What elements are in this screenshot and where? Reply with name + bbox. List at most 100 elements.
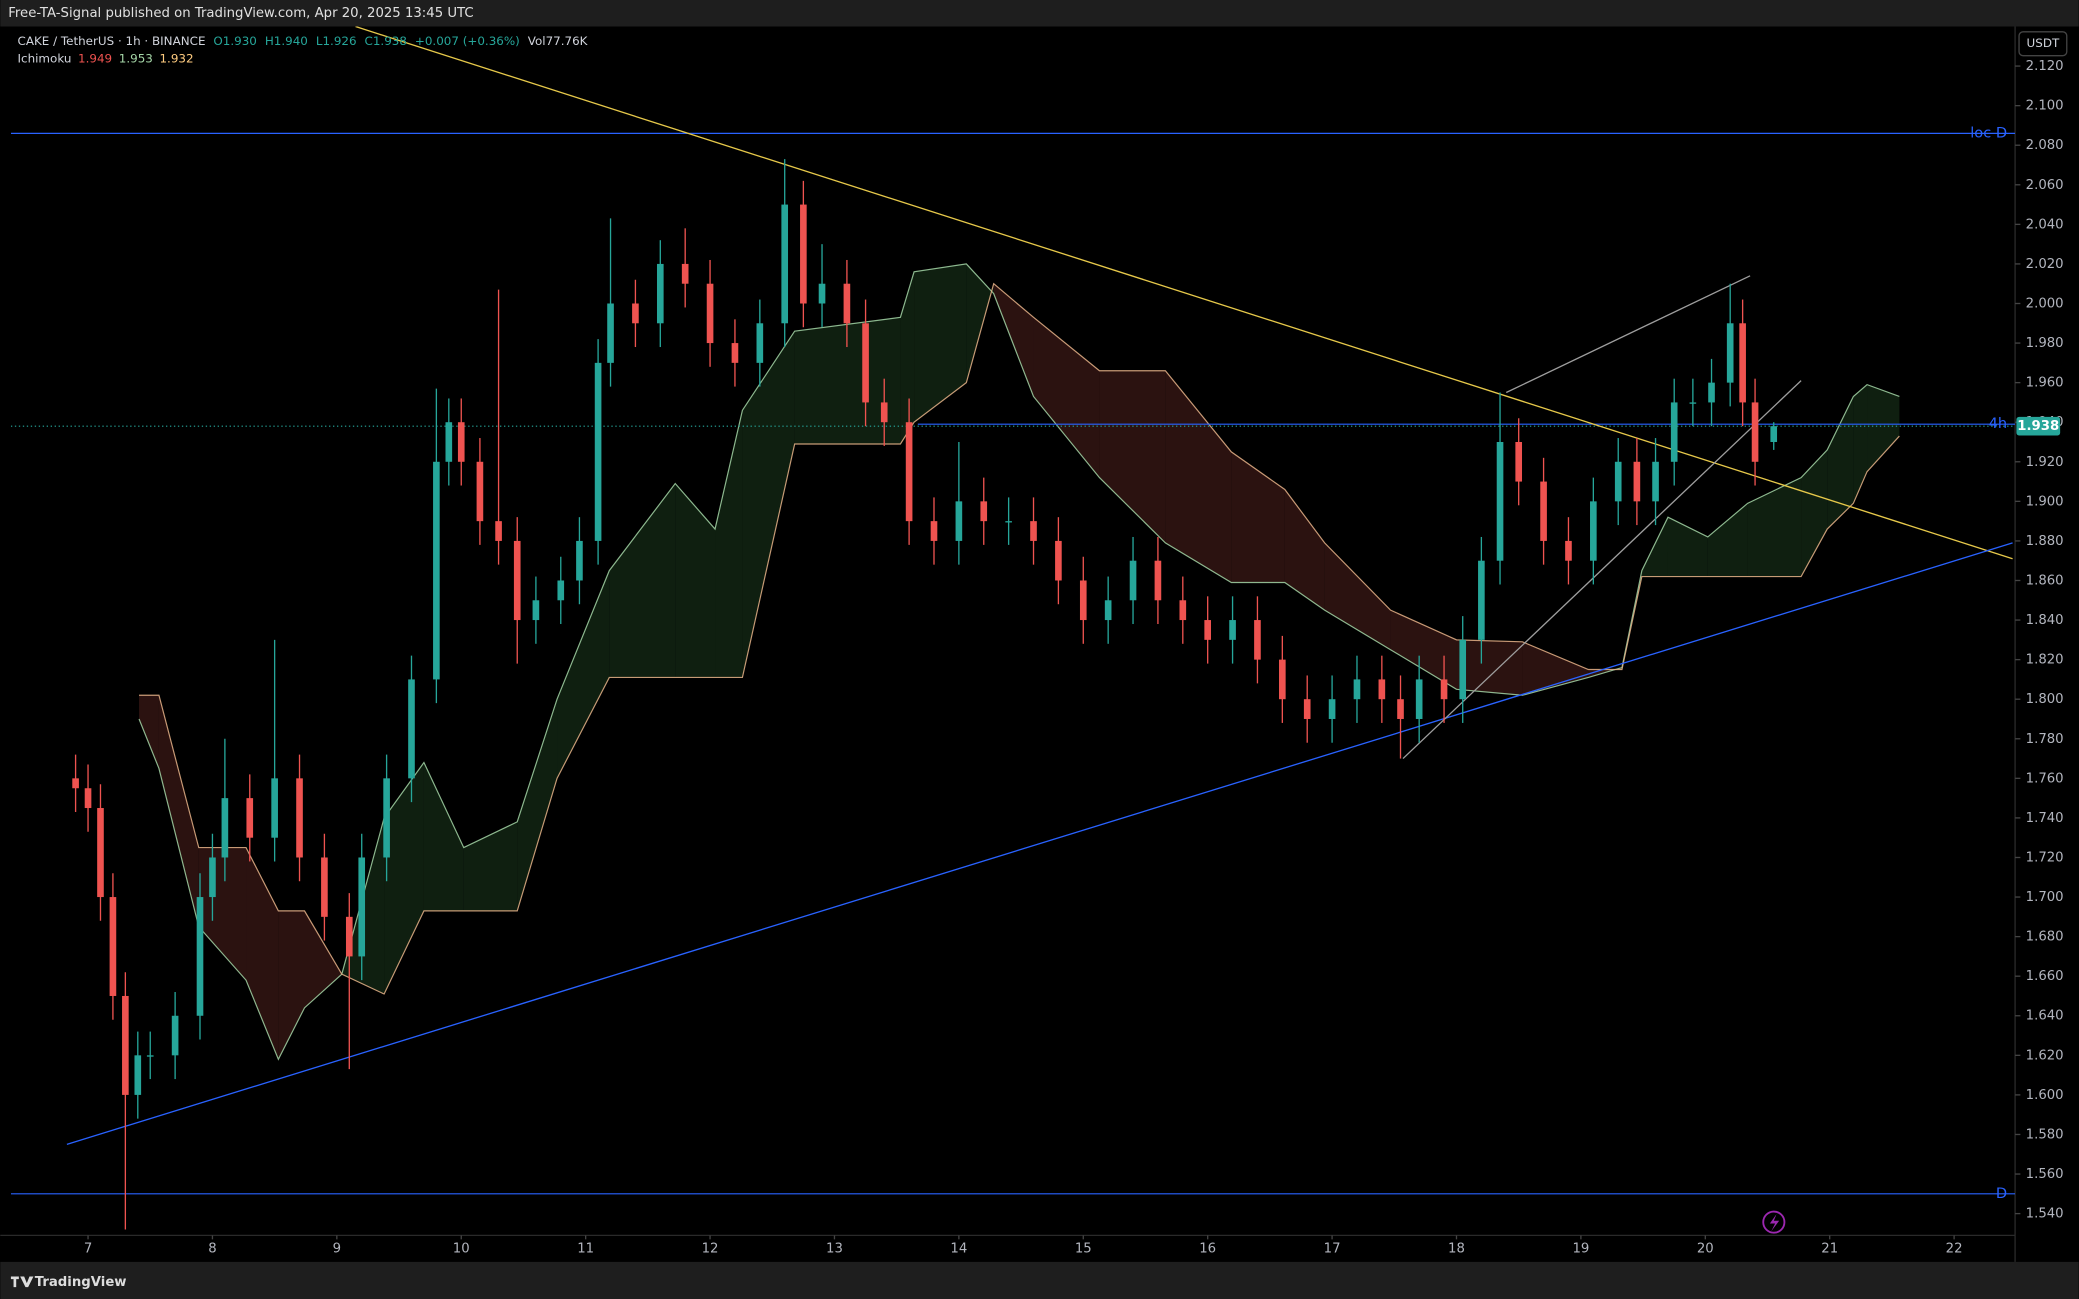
cloud-fill (914, 263, 967, 423)
cloud-fill (1641, 517, 1668, 577)
cloud-fill (1284, 489, 1325, 611)
cloud-fill (1390, 610, 1457, 690)
candle-body (246, 798, 254, 838)
top-bar (0, 0, 2079, 27)
candle-body (221, 798, 229, 858)
candle-body (1204, 620, 1211, 640)
alert-bolt (1769, 1214, 1780, 1232)
candle-body (1614, 461, 1622, 502)
cloud-fill (1853, 384, 1868, 504)
alert-icon[interactable] (1762, 1210, 1786, 1234)
y-tick-label: 1.600 (2026, 1088, 2064, 1103)
candle-body (1565, 540, 1572, 561)
candle-body (930, 521, 938, 541)
candle-body (576, 540, 583, 581)
y-tick-label: 1.540 (2026, 1207, 2064, 1222)
candle-body (1689, 402, 1697, 404)
candle-body (1478, 560, 1485, 640)
candle-body (532, 600, 540, 621)
candle-body (1770, 426, 1778, 442)
candle-body (296, 778, 303, 858)
candle-body (1104, 600, 1112, 621)
cloud-fill (1324, 542, 1391, 650)
y-tick-label: 1.720 (2026, 850, 2064, 865)
cloud-fill (900, 271, 915, 444)
legend-item: +0.007 (+0.36%) (415, 34, 520, 48)
candle-body (408, 679, 415, 779)
candle-body (1254, 620, 1261, 660)
indicator-value: 1.953 (119, 51, 153, 65)
legend-item: Vol77.76K (528, 34, 589, 48)
cloud-fill (517, 699, 558, 911)
candle-body (1030, 521, 1037, 541)
candle-body (862, 323, 869, 403)
x-tick-label: 12 (702, 1242, 719, 1257)
candle-body (1397, 699, 1404, 719)
candle-body (1652, 461, 1659, 502)
candle-body (171, 1015, 179, 1056)
level-label: D (1996, 1185, 2007, 1202)
legend-item: H1.940 (265, 34, 308, 48)
candle-body (433, 461, 440, 680)
candle-body (1708, 382, 1715, 403)
candle-body (1496, 441, 1504, 561)
candle-body (1055, 540, 1062, 581)
candle-body (1154, 560, 1162, 601)
level-label: loc D (1970, 124, 2007, 141)
y-tick-label: 1.620 (2026, 1048, 2064, 1063)
indicator-legend: Ichimoku 1.949 1.953 1.932 (18, 51, 194, 65)
y-tick-label: 1.800 (2026, 692, 2064, 707)
candle-body (1670, 402, 1678, 462)
currency-box[interactable] (2018, 31, 2068, 57)
x-tick-label: 14 (950, 1242, 967, 1257)
candle-body (632, 303, 639, 324)
cloud-fill (609, 483, 676, 678)
cloud-fill (794, 317, 901, 444)
published: Free-TA-Signal published on TradingView.… (8, 6, 473, 21)
candle-body (656, 263, 664, 324)
indicator-value: 1.949 (78, 51, 112, 65)
y-tick-label: 2.080 (2026, 138, 2064, 153)
y-tick-label: 1.640 (2026, 1009, 2064, 1024)
x-tick-label: 13 (826, 1242, 843, 1257)
legend-symbol: CAKE / TetherUS · 1h · BINANCE (18, 34, 206, 48)
cloud-fill (139, 695, 159, 769)
x-tick-label: 16 (1199, 1242, 1216, 1257)
x-tick-label: 21 (1821, 1242, 1838, 1257)
x-tick-label: 22 (1946, 1242, 1963, 1257)
x-tick-label: 17 (1324, 1242, 1341, 1257)
cloud-fill (246, 847, 279, 1060)
candle-body (607, 303, 614, 363)
cloud-fill (463, 821, 518, 911)
cloud-fill (1867, 384, 1900, 472)
logo (10, 1276, 34, 1288)
candle-body (706, 283, 714, 344)
candle-body (1129, 560, 1137, 601)
y-tick-label: 1.780 (2026, 732, 2064, 747)
labels: 1.540 1.560 1.580 1.600 1.620 1.640 1.660 1.680… (84, 59, 2064, 1257)
candle-body (1515, 441, 1523, 482)
cloud-fill (158, 695, 199, 927)
x-tick-label: 18 (1448, 1242, 1465, 1257)
candle-body (880, 402, 888, 423)
candle-body (134, 1055, 142, 1095)
legend-item: L1.926 (316, 34, 357, 48)
candle-body (681, 263, 689, 284)
plot (10, 26, 2016, 1230)
x-tick-label: 8 (208, 1242, 216, 1257)
x-tick-label: 19 (1572, 1242, 1589, 1257)
candle-body (1353, 679, 1361, 700)
cloud-fill (1456, 639, 1523, 696)
cloud-fill (742, 331, 795, 678)
x-tick-label: 10 (453, 1242, 470, 1257)
candle-body (756, 323, 764, 363)
candle-body (196, 897, 204, 1016)
candle-body (97, 808, 104, 898)
y-tick-label: 2.060 (2026, 178, 2064, 193)
candle-body (594, 362, 602, 541)
y-tick-label: 1.580 (2026, 1127, 2064, 1142)
cloud-fill (1033, 317, 1100, 478)
currency[interactable]: USDT (2027, 36, 2060, 50)
candle-body (476, 461, 484, 522)
